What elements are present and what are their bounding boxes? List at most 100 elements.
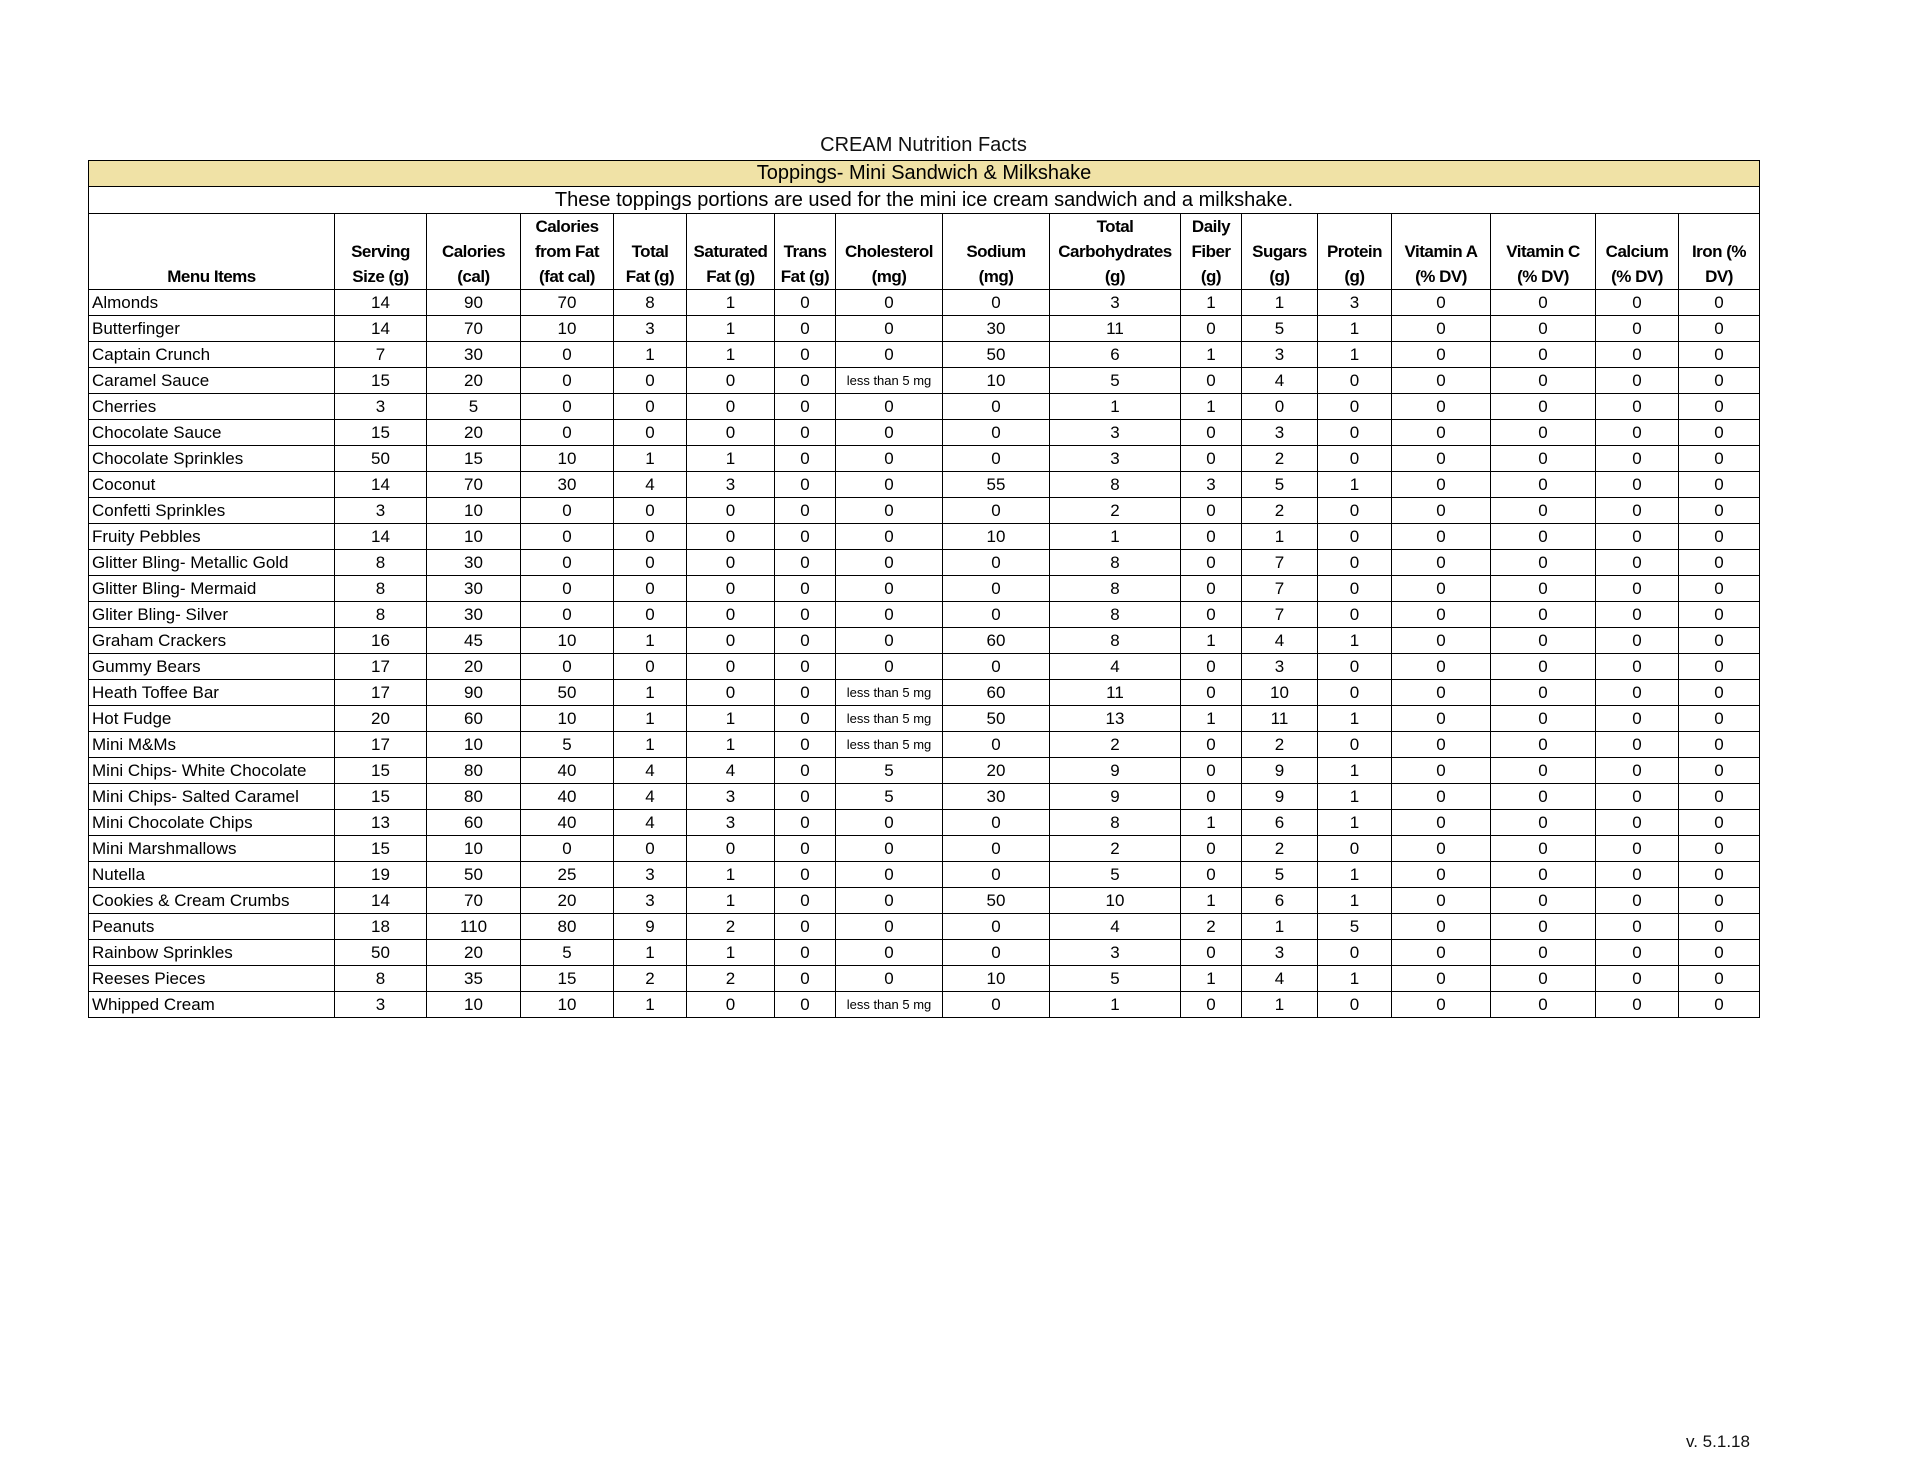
cell: 0 [835,887,943,914]
cell: 50 [334,445,427,472]
cell: 0 [774,783,836,810]
cell: 17 [334,679,427,706]
cell: 0 [774,731,836,758]
cell: 0 [774,809,836,836]
column-header: Menu Items [88,213,335,290]
cell: 0 [774,939,836,966]
cell: 0 [1490,835,1596,862]
cell: 10 [426,523,521,550]
cell: 0 [942,835,1050,862]
menu-item: Coconut [88,471,335,498]
table-row: Mini Chips- Salted Caramel 15 80 40 4 3 0 5 30 9 0… [88,783,1760,810]
cell: 0 [1180,835,1242,862]
cell: 0 [1490,731,1596,758]
cell: 1 [1317,705,1392,732]
cell: 0 [1180,497,1242,524]
cell: 16 [334,627,427,654]
cell: 2 [613,965,687,992]
menu-item: Heath Toffee Bar [88,679,335,706]
cell: 2 [1241,835,1318,862]
cell: 0 [1595,419,1679,446]
header-row: Menu Items Serving Size (g) Calories (cal)… [88,213,1760,290]
cell: 10 [426,731,521,758]
cell: 0 [774,705,836,732]
cell: 0 [1180,575,1242,602]
cell: 0 [1317,601,1392,628]
cell: 0 [686,627,775,654]
cell: less than 5 mg [835,367,943,394]
cell: 3 [1049,445,1181,472]
cell: 0 [835,809,943,836]
cell: 0 [1317,497,1392,524]
cell: 15 [426,445,521,472]
cell: 3 [1241,939,1318,966]
cell: 20 [942,757,1050,784]
nutrition-table: Toppings- Mini Sandwich & Milkshake Thes… [88,160,1760,1018]
cell: 0 [1678,627,1760,654]
cell: 0 [774,419,836,446]
cell: 1 [1180,705,1242,732]
cell: 14 [334,315,427,342]
cell: 0 [774,315,836,342]
cell: 5 [426,393,521,420]
cell: 0 [1678,653,1760,680]
cell: 0 [774,471,836,498]
column-header: Sugars (g) [1241,213,1318,290]
cell: 0 [942,289,1050,316]
table-row: Graham Crackers 16 45 10 1 0 0 0 60 8 1 4 1 0 0 0 0 [88,627,1760,654]
cell: 0 [1391,757,1491,784]
cell: 25 [520,861,614,888]
cell: 2 [1241,445,1318,472]
cell: 0 [613,549,687,576]
table-row: Whipped Cream 3 10 10 1 0 0 less than 5 mg 0 1 0 1 0… [88,991,1760,1018]
cell: 0 [942,809,1050,836]
cell: 9 [1241,757,1318,784]
cell: 0 [774,679,836,706]
column-header: Daily Fiber (g) [1180,213,1242,290]
cell: 4 [613,757,687,784]
cell: 3 [686,809,775,836]
column-header: Calories from Fat (fat cal) [520,213,614,290]
column-header: Iron (% DV) [1678,213,1760,290]
cell: 3 [334,497,427,524]
cell: 0 [1490,393,1596,420]
cell: 0 [942,419,1050,446]
cell: 1 [613,445,687,472]
cell: 0 [1595,809,1679,836]
cell: 8 [613,289,687,316]
cell: 0 [1595,731,1679,758]
cell: 0 [1391,445,1491,472]
cell: 0 [835,939,943,966]
cell: 10 [426,991,521,1018]
cell: 0 [1490,367,1596,394]
menu-item: Gummy Bears [88,653,335,680]
cell: 0 [1391,601,1491,628]
cell: 0 [1490,939,1596,966]
cell: 0 [686,497,775,524]
cell: 10 [520,705,614,732]
cell: 7 [334,341,427,368]
cell: 5 [835,783,943,810]
cell: 70 [426,315,521,342]
cell: 0 [1490,653,1596,680]
cell: 0 [613,653,687,680]
cell: 6 [1241,887,1318,914]
cell: 0 [835,575,943,602]
cell: 0 [1678,913,1760,940]
menu-item: Cherries [88,393,335,420]
cell: 0 [1678,497,1760,524]
cell: 0 [942,653,1050,680]
cell: 1 [1317,757,1392,784]
cell: 1 [1180,393,1242,420]
cell: 30 [426,601,521,628]
cell: 4 [1241,627,1318,654]
cell: 0 [1595,835,1679,862]
cell: 0 [942,549,1050,576]
cell: 0 [1595,653,1679,680]
cell: 0 [1180,679,1242,706]
cell: 0 [774,289,836,316]
table-row: Caramel Sauce 15 20 0 0 0 0 less than 5 mg 10 5 0 4… [88,367,1760,394]
cell: 19 [334,861,427,888]
cell: 5 [1049,861,1181,888]
cell: 0 [1595,939,1679,966]
